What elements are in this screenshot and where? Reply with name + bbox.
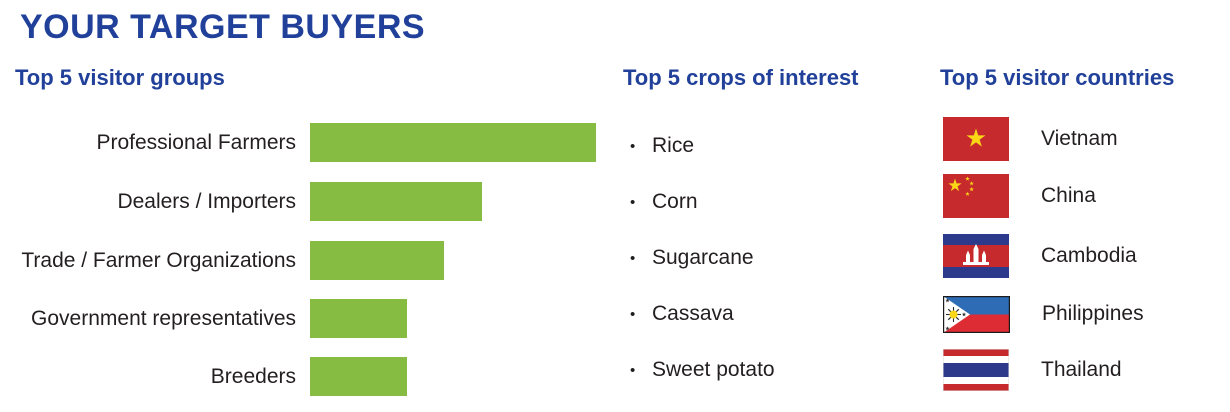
bar-label: Government representatives — [31, 307, 296, 330]
page-title: YOUR TARGET BUYERS — [20, 8, 426, 46]
countries-list: Vietnam China Cambodia — [943, 0, 1230, 412]
bar-government-representatives — [310, 299, 407, 338]
country-label: China — [1041, 184, 1096, 207]
list-item: • Corn — [630, 187, 698, 217]
chart-row: Trade / Farmer Organizations — [15, 241, 444, 280]
bar-label: Dealers / Importers — [117, 190, 296, 213]
bar-dealers-importers — [310, 182, 482, 221]
philippines-flag-icon — [943, 295, 1010, 333]
bar-label: Professional Farmers — [96, 131, 296, 154]
chart-row: Dealers / Importers — [15, 182, 482, 221]
bar-breeders — [310, 357, 407, 396]
bar-professional-farmers — [310, 123, 596, 162]
crop-label: Sweet potato — [652, 358, 775, 381]
bullet-icon: • — [630, 305, 636, 323]
list-item: • Sweet potato — [630, 355, 775, 385]
bullet-icon: • — [630, 137, 636, 155]
cambodia-flag-icon — [943, 234, 1009, 278]
bullet-icon: • — [630, 249, 636, 267]
country-label: Philippines — [1042, 302, 1144, 325]
country-label: Vietnam — [1041, 127, 1118, 150]
bullet-icon: • — [630, 193, 636, 211]
list-item: Cambodia — [943, 234, 1137, 278]
crop-label: Cassava — [652, 302, 734, 325]
chart-row: Professional Farmers — [15, 123, 596, 162]
list-item: • Sugarcane — [630, 243, 754, 273]
crop-label: Sugarcane — [652, 246, 754, 269]
vietnam-flag-icon — [943, 117, 1009, 161]
bar-label: Breeders — [210, 365, 296, 388]
visitor-groups-chart: Professional Farmers Dealers / Importers… — [15, 0, 615, 412]
thailand-flag-icon — [943, 349, 1009, 391]
country-label: Cambodia — [1041, 244, 1137, 267]
list-item: China — [943, 174, 1096, 218]
bar-trade-farmer-organizations — [310, 241, 444, 280]
list-item: Vietnam — [943, 117, 1118, 161]
chart-row: Government representatives — [15, 299, 407, 338]
list-item: • Cassava — [630, 299, 734, 329]
chart-row: Breeders — [15, 357, 407, 396]
crops-heading: Top 5 crops of interest — [623, 65, 859, 90]
list-item: • Rice — [630, 131, 694, 161]
bullet-icon: • — [630, 361, 636, 379]
crop-label: Corn — [652, 190, 698, 213]
china-flag-icon — [943, 174, 1009, 218]
crop-label: Rice — [652, 134, 695, 157]
list-item: Philippines — [943, 292, 1144, 336]
bar-label: Trade / Farmer Organizations — [21, 249, 296, 272]
countries-heading: Top 5 visitor countries — [940, 65, 1175, 90]
visitor-groups-heading: Top 5 visitor groups — [15, 65, 225, 90]
crops-list: • Rice • Corn • Sugarcane • Cassava • Sw… — [630, 0, 930, 412]
country-label: Thailand — [1041, 358, 1122, 381]
list-item: Thailand — [943, 348, 1122, 392]
